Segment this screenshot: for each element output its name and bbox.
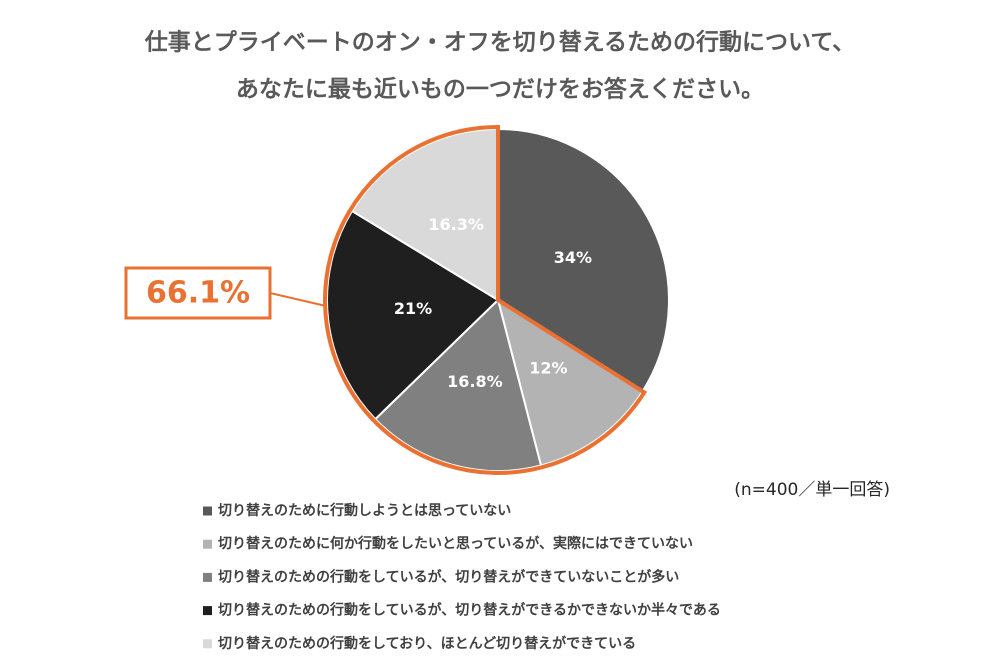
legend-swatch <box>203 606 212 616</box>
sample-note: (n=400／単一回答) <box>734 480 890 500</box>
highlight-outline <box>323 124 648 475</box>
legend-swatch <box>203 639 212 649</box>
legend-swatch <box>203 506 212 516</box>
value-label: 16.8% <box>447 372 503 391</box>
pie-slice <box>350 127 499 302</box>
value-label: 21% <box>394 299 432 318</box>
legend-label: 切り替えのために何か行動をしたいと思っているが、実際にはできていない <box>218 535 693 552</box>
legend-label: 切り替えのための行動をしているが、切り替えができていないことが多い <box>218 568 679 585</box>
callout-text: 66.1% <box>146 276 250 311</box>
legend-label: 切り替えのための行動をしており、ほとんど切り替えができている <box>218 635 636 652</box>
legend-swatch <box>203 572 212 582</box>
pie-slice <box>326 209 500 421</box>
chart-title: 仕事とプライベートのオン・オフを切り替えるための行動について、 <box>144 29 855 56</box>
value-label: 34% <box>554 248 592 267</box>
pie-slice <box>496 297 644 467</box>
legend-swatch <box>203 539 212 549</box>
callout-leader <box>269 292 327 307</box>
value-label: 12% <box>529 359 567 378</box>
pie: 34% 12% 16.8% 21% 16.3% <box>323 124 670 475</box>
chart-title: あなたに最も近いもの一つだけをお答えください。 <box>236 76 764 103</box>
value-label: 16.3% <box>428 215 484 234</box>
callout-box <box>124 266 272 320</box>
legend-label: 切り替えのために行動しようとは思っていない <box>218 502 511 519</box>
pie-slice <box>373 298 543 472</box>
legend-label: 切り替えのための行動をしているが、切り替えができるかできないか半々である <box>218 602 721 619</box>
